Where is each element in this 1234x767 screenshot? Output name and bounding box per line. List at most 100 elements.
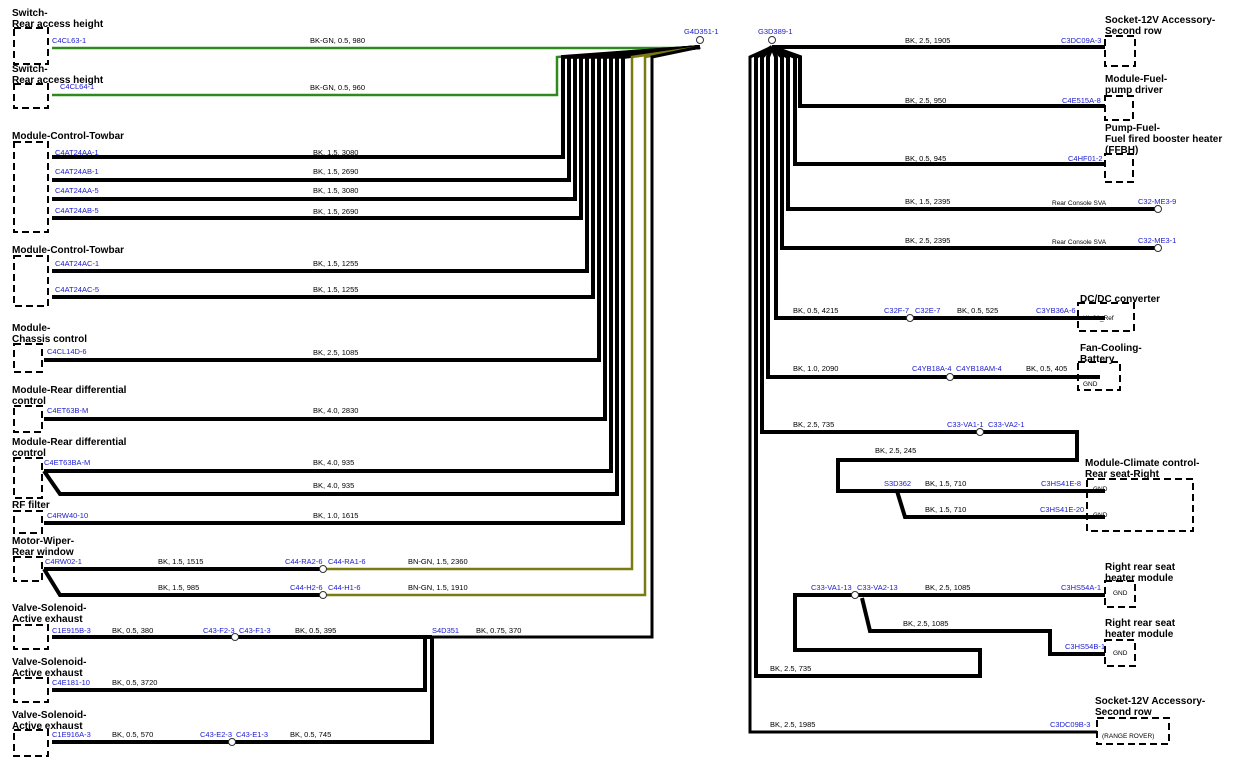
splice (319, 591, 327, 599)
connector-label: C32-ME3-9 (1138, 197, 1176, 206)
wire (770, 46, 1105, 320)
wire-spec: BK, 1.0, 1615 (313, 511, 358, 520)
connector-label: C1E915B-3 (52, 626, 91, 635)
component-title: RF filter (12, 500, 50, 511)
splice (851, 591, 859, 599)
component-box (13, 677, 49, 703)
wire (770, 45, 1155, 250)
wire (754, 45, 1105, 678)
component-title: Fuel fired booster heater (1105, 134, 1222, 145)
note: GND (1093, 512, 1108, 519)
wire-spec: BK, 2.5, 1085 (903, 619, 948, 628)
wire-spec: BK, 0.5, 380 (112, 626, 153, 635)
connector-label: C4ET63B-M (47, 406, 88, 415)
note: GND (1093, 486, 1108, 493)
wire-spec: BN-GN, 1.5, 2360 (408, 557, 468, 566)
connector-label: C4RW02-1 (45, 557, 82, 566)
component-title: Second row (1105, 26, 1162, 37)
connector-label: C4YB18A-4 (912, 364, 952, 373)
wire-spec: BK, 0.5, 745 (290, 730, 331, 739)
component-title: heater module (1105, 573, 1174, 584)
connector-label: C3DC09B-3 (1050, 720, 1090, 729)
connector-label: C3DC09A-3 (1061, 36, 1101, 45)
wire-spec: BK-GN, 0.5, 980 (310, 36, 365, 45)
splice (946, 373, 954, 381)
component-box (13, 556, 43, 582)
component-title: Rear access height (12, 75, 104, 86)
connector-label: C3HS41E-8 (1041, 479, 1081, 488)
wire-spec: BK, 0.5, 395 (295, 626, 336, 635)
component-title: Module- (12, 323, 50, 334)
splice (1154, 205, 1162, 213)
component-title: Module-Control-Towbar (12, 245, 124, 256)
component-title: Second row (1095, 707, 1152, 718)
wire (52, 637, 427, 692)
component-title: Socket-12V Accessory- (1095, 696, 1205, 707)
component-box (13, 624, 49, 650)
component-title: control (12, 396, 46, 407)
wire-spec: BK, 2.5, 1085 (925, 583, 970, 592)
component-title: Battery (1080, 354, 1115, 365)
wire-spec: BK, 0.5, 525 (957, 306, 998, 315)
wire-spec: BN-GN, 1.5, 1910 (408, 583, 468, 592)
component-box (13, 27, 49, 65)
connector-label: C44-RA1-6 (328, 557, 366, 566)
wire (748, 45, 1097, 734)
note: Rear Console SVA (1052, 239, 1107, 246)
wire (42, 45, 701, 496)
component-box (13, 83, 49, 109)
component-box (1077, 361, 1121, 391)
wire-spec: BK, 1.0, 2090 (793, 364, 838, 373)
connector-label: C4E515A-8 (1062, 96, 1101, 105)
component-title: Active exhaust (12, 668, 83, 679)
connector-label: C4AT24AB-1 (55, 167, 99, 176)
component-title: Active exhaust (12, 614, 83, 625)
connector-label: C4AT24AA-1 (55, 148, 99, 157)
connector-label: C4AT24AC-5 (55, 285, 99, 294)
component-title: control (12, 448, 46, 459)
wire-spec: BK, 1.5, 3080 (313, 186, 358, 195)
wire-spec: BK, 1.5, 710 (925, 479, 966, 488)
splice (1154, 244, 1162, 252)
component-title: Valve-Solenoid- (12, 657, 86, 668)
wire (432, 45, 701, 639)
connector-label: C43-F1-3 (239, 626, 271, 635)
component-title: Module-Rear differential (12, 385, 127, 396)
connector-label: C43-F2-3 (203, 626, 235, 635)
wire (766, 46, 1100, 379)
wire-spec: BK, 1.5, 1255 (313, 259, 358, 268)
wire-spec: BK, 1.5, 2690 (313, 167, 358, 176)
component-box (13, 729, 49, 757)
note: GND (1083, 381, 1098, 388)
connector-label: C3HS41E-20 (1040, 505, 1084, 514)
component-title: Active exhaust (12, 721, 83, 732)
component-title: Rear seat-Right (1085, 469, 1160, 480)
connector-label: C43-E1-3 (236, 730, 268, 739)
note: KL.31_Ref (1083, 315, 1114, 322)
connector-label: C32F-7 (884, 306, 909, 315)
wire (52, 45, 701, 201)
wire-spec: BK, 1.5, 985 (158, 583, 199, 592)
component-box (13, 457, 43, 499)
component-box (1104, 95, 1134, 121)
connector-label: C32-ME3-1 (1138, 236, 1176, 245)
wire (44, 45, 701, 473)
wire-spec: BK, 0.5, 405 (1026, 364, 1067, 373)
note: GND (1113, 590, 1128, 597)
wire (52, 637, 434, 744)
component-title: Module-Control-Towbar (12, 131, 124, 142)
component-title: Switch- (12, 64, 48, 75)
wire (52, 45, 701, 220)
connector-label: C33-VA2-1 (988, 420, 1025, 429)
wire (42, 567, 320, 597)
connector-label: C4AT24AB-5 (55, 206, 99, 215)
component-box (13, 510, 43, 534)
connector-label: C4AT24AA-5 (55, 186, 99, 195)
connector-label: C3HS54B-1 (1065, 642, 1105, 651)
component-box (1104, 580, 1136, 608)
connector-label: C43-E2-3 (200, 730, 232, 739)
note: GND (1113, 650, 1128, 657)
connector-label: C32E-7 (915, 306, 940, 315)
wire-spec: BK, 4.0, 935 (313, 481, 354, 490)
